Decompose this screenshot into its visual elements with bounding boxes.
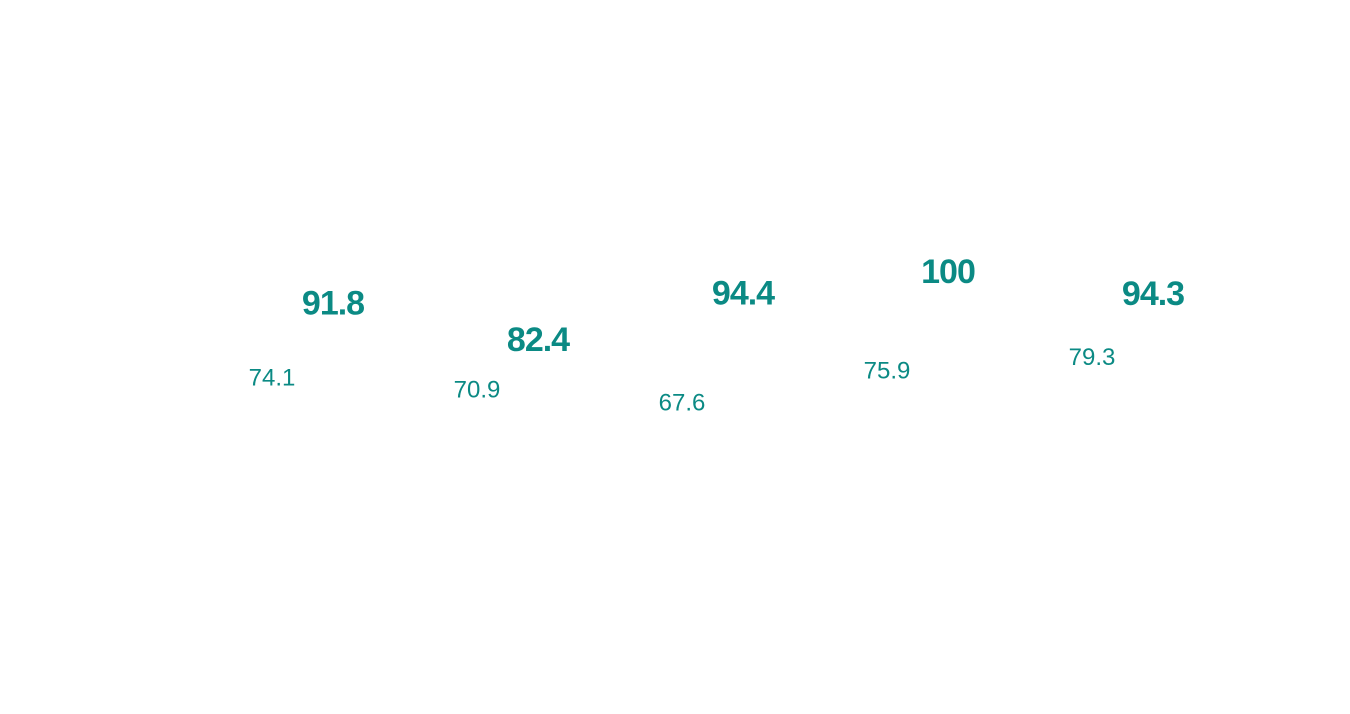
data-label: 94.3	[1122, 275, 1184, 313]
data-label: 74.1	[249, 364, 296, 391]
data-label: 70.9	[454, 377, 501, 404]
data-label: 94.4	[712, 275, 775, 313]
data-label: 79.3	[1069, 344, 1116, 371]
data-label: 75.9	[864, 357, 911, 384]
data-label: 91.8	[302, 285, 364, 323]
data-label: 100	[921, 253, 975, 291]
data-label: 82.4	[507, 321, 570, 359]
data-label: 67.6	[659, 389, 706, 416]
